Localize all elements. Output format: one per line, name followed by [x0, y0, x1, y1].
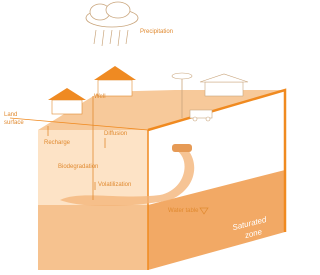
- label: Recharge: [44, 140, 71, 146]
- label: Diffusion: [104, 131, 127, 137]
- label: Well: [94, 94, 106, 100]
- label: Biodegradation: [58, 164, 98, 170]
- tank: [172, 144, 192, 152]
- house: [48, 88, 86, 114]
- label: Precipitation: [140, 29, 173, 35]
- label: surface: [4, 120, 24, 126]
- cloud: [86, 2, 138, 27]
- label: Land: [4, 112, 17, 118]
- diagram: Precipitation Land surface Well Recharge…: [0, 0, 287, 275]
- label: Water table: [168, 208, 199, 214]
- front-saturated: [38, 205, 148, 270]
- house: [94, 66, 136, 96]
- rain: [94, 30, 128, 46]
- label: Volatilization: [98, 182, 131, 188]
